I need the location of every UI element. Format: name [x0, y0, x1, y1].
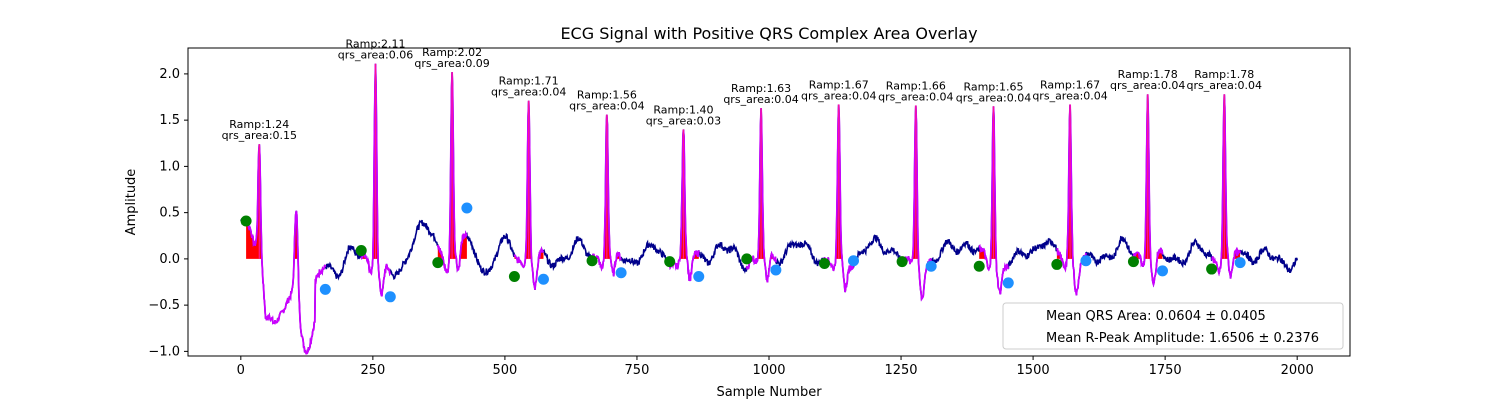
annotation-ramp: Ramp:1.67 [809, 78, 869, 91]
s-point-marker [384, 291, 396, 303]
s-point-marker [1080, 255, 1092, 267]
annotation-ramp: Ramp:1.63 [731, 82, 791, 95]
annotation-qrs-area: qrs_area:0.04 [491, 86, 566, 99]
q-point-marker [240, 215, 252, 227]
annotation-ramp: Ramp:1.66 [886, 79, 946, 92]
q-point-marker [355, 245, 367, 257]
x-tick-label: 2000 [1281, 363, 1314, 378]
q-point-marker [896, 256, 908, 268]
legend-entry-mean-qrs-area: Mean QRS Area: 0.0604 ± 0.0405 [1046, 309, 1266, 324]
x-tick-label: 1000 [752, 363, 785, 378]
y-tick-label: 1.0 [159, 159, 180, 174]
y-tick-label: −1.0 [148, 344, 180, 359]
annotation-ramp: Ramp:1.78 [1194, 68, 1254, 81]
annotation-ramp: Ramp:1.67 [1040, 78, 1100, 91]
annotation-qrs-area: qrs_area:0.15 [222, 129, 297, 142]
annotation-qrs-area: qrs_area:0.04 [1187, 79, 1262, 92]
q-point-marker [508, 270, 520, 282]
q-point-marker [586, 255, 598, 267]
y-tick-label: 0.0 [159, 252, 180, 267]
beat-annotations: Ramp:1.24qrs_area:0.15Ramp:2.11qrs_area:… [222, 38, 1262, 142]
y-tick-label: 0.5 [159, 206, 180, 221]
x-tick-label: 0 [237, 363, 245, 378]
y-tick-label: −0.5 [148, 298, 180, 313]
y-tick-label: 2.0 [159, 67, 180, 82]
legend-entry-mean-r-peak-amplitude: Mean R-Peak Amplitude: 1.6506 ± 0.2376 [1046, 331, 1319, 346]
q-point-marker [973, 260, 985, 272]
q-point-marker [1206, 263, 1218, 275]
s-point-marker [461, 202, 473, 214]
annotation-qrs-area: qrs_area:0.04 [569, 100, 644, 113]
annotation-ramp: Ramp:1.40 [653, 103, 713, 116]
annotation-qrs-area: qrs_area:0.09 [414, 57, 489, 70]
x-axis-ticks: 0 250 500 750 1000 1250 1500 1750 2000 [237, 356, 1314, 378]
annotation-ramp: Ramp:1.78 [1118, 68, 1178, 81]
y-axis-ticks: −1.0 −0.5 0.0 0.5 1.0 1.5 2.0 [148, 67, 188, 359]
s-point-marker [848, 255, 860, 267]
q-point-marker [741, 253, 753, 265]
s-point-marker [693, 270, 705, 282]
s-point-marker [1156, 265, 1168, 277]
y-axis-label: Amplitude [124, 169, 139, 236]
x-tick-label: 750 [625, 363, 650, 378]
annotation-qrs-area: qrs_area:0.04 [1110, 79, 1185, 92]
s-point-marker [319, 283, 331, 295]
chart-title: ECG Signal with Positive QRS Complex Are… [560, 24, 977, 43]
q-point-marker [432, 257, 444, 269]
q-point-marker [818, 258, 830, 270]
q-point-marker [1127, 256, 1139, 268]
s-point-marker [1002, 277, 1014, 289]
s-point-marker [770, 264, 782, 276]
x-tick-label: 1750 [1149, 363, 1182, 378]
legend: Mean QRS Area: 0.0604 ± 0.0405 Mean R-Pe… [1002, 302, 1344, 350]
qrs-segments [245, 63, 1241, 355]
s-point-marker [925, 260, 937, 272]
annotation-ramp: Ramp:1.56 [577, 89, 637, 102]
legend-box [1002, 302, 1344, 350]
annotation-qrs-area: qrs_area:0.04 [956, 91, 1031, 104]
q-point-marker [664, 256, 676, 268]
x-tick-label: 250 [360, 363, 385, 378]
annotation-qrs-area: qrs_area:0.03 [646, 114, 721, 127]
annotation-ramp: Ramp:1.65 [963, 80, 1023, 93]
annotation-qrs-area: qrs_area:0.04 [723, 93, 798, 106]
annotation-qrs-area: qrs_area:0.06 [338, 49, 413, 62]
q-point-marker [1051, 258, 1063, 270]
qrs-markers [240, 202, 1246, 303]
x-tick-label: 1500 [1017, 363, 1050, 378]
s-point-marker [1234, 257, 1246, 269]
y-tick-label: 1.5 [159, 113, 180, 128]
qrs-area-fill [246, 144, 326, 259]
qrs-segment-line [1211, 94, 1241, 279]
s-point-marker [537, 273, 549, 285]
annotation-qrs-area: qrs_area:0.04 [801, 89, 876, 102]
annotation-qrs-area: qrs_area:0.04 [1032, 89, 1107, 102]
annotation-qrs-area: qrs_area:0.04 [878, 90, 953, 103]
annotation-ramp: Ramp:2.11 [345, 38, 405, 51]
annotation-ramp: Ramp:1.24 [229, 118, 289, 131]
annotation-ramp: Ramp:2.02 [422, 46, 482, 59]
x-tick-label: 500 [492, 363, 517, 378]
x-tick-label: 1250 [884, 363, 917, 378]
s-point-marker [615, 267, 627, 279]
x-axis-label: Sample Number [716, 385, 822, 400]
annotation-ramp: Ramp:1.71 [499, 75, 559, 88]
